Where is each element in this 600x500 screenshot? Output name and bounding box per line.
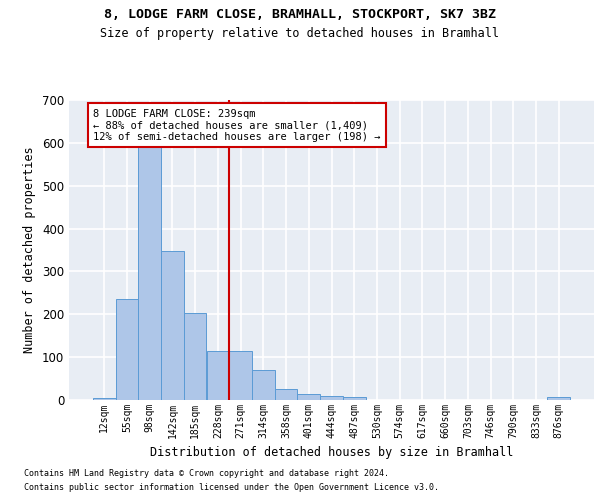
Bar <box>547 396 570 400</box>
Text: Contains HM Land Registry data © Crown copyright and database right 2024.: Contains HM Land Registry data © Crown c… <box>24 468 389 477</box>
Bar <box>93 398 116 400</box>
Text: Size of property relative to detached houses in Bramhall: Size of property relative to detached ho… <box>101 28 499 40</box>
Bar <box>298 394 320 400</box>
Bar <box>184 313 206 400</box>
Bar <box>343 396 365 400</box>
X-axis label: Distribution of detached houses by size in Bramhall: Distribution of detached houses by size … <box>150 446 513 460</box>
Y-axis label: Number of detached properties: Number of detached properties <box>23 146 37 354</box>
Text: 8 LODGE FARM CLOSE: 239sqm
← 88% of detached houses are smaller (1,409)
12% of s: 8 LODGE FARM CLOSE: 239sqm ← 88% of deta… <box>93 108 380 142</box>
Bar <box>139 147 161 400</box>
Text: 8, LODGE FARM CLOSE, BRAMHALL, STOCKPORT, SK7 3BZ: 8, LODGE FARM CLOSE, BRAMHALL, STOCKPORT… <box>104 8 496 20</box>
Bar <box>116 300 139 400</box>
Bar <box>320 396 343 400</box>
Bar <box>252 370 275 400</box>
Bar <box>161 251 184 400</box>
Text: Contains public sector information licensed under the Open Government Licence v3: Contains public sector information licen… <box>24 484 439 492</box>
Bar <box>229 350 252 400</box>
Bar <box>206 350 229 400</box>
Bar <box>275 390 298 400</box>
